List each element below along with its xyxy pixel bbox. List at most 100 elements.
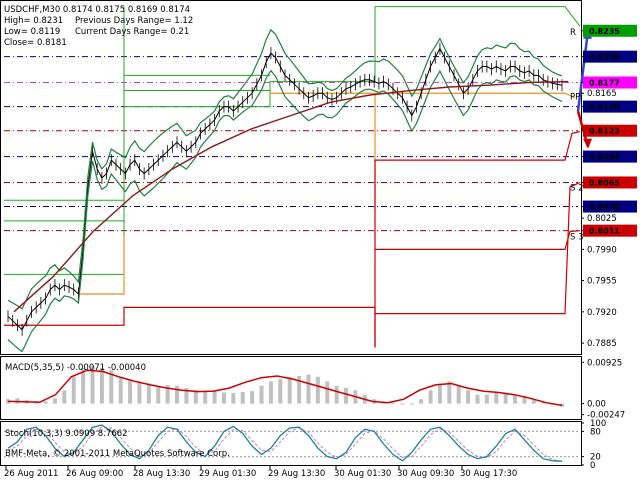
macd-bar (400, 403, 405, 405)
price-box (583, 150, 637, 163)
macd-bar (259, 385, 264, 404)
macd-bar (231, 392, 236, 404)
price-box-label: 0.8094 (589, 153, 620, 162)
main-panel-frame (0, 0, 582, 355)
pivot-step-line (270, 92, 576, 210)
macd-bar (287, 376, 292, 404)
stoch-tick-label: 20 (590, 453, 601, 463)
macd-bar (409, 403, 414, 405)
time-tick-label: 26 Aug 09:00 (66, 469, 123, 479)
header-symbol-line: USDCHF,M30 0.8174 0.8175 0.8169 0.8174 (4, 5, 190, 15)
resistance-step-line (123, 6, 581, 281)
macd-bar (81, 367, 86, 404)
macd-bar (325, 381, 330, 404)
time-tick-label: 30 Aug 09:30 (397, 469, 454, 479)
macd-bar (6, 399, 10, 404)
macd-bar (250, 391, 255, 404)
price-box (583, 100, 637, 113)
pivot-label-r: R (570, 28, 576, 38)
macd-bar (71, 376, 76, 404)
macd-bar (175, 385, 180, 404)
macd-bar (437, 383, 442, 404)
stoch-label: Stoch(10,3,3) 9.0909 8.7662 (5, 429, 128, 439)
macd-tick-label: -0.00247 (587, 411, 625, 421)
moving-average-line (13, 80, 569, 313)
macd-bar (475, 394, 480, 404)
macd-tick-label: 0.00 (587, 400, 606, 410)
macd-bar (62, 390, 67, 404)
price-box-label: 0.8065 (589, 178, 620, 187)
macd-bar (268, 381, 273, 404)
price-tick-label: 0.8165 (587, 89, 617, 99)
down-arrow-head (583, 138, 592, 149)
price-box (583, 76, 637, 89)
macd-bar (156, 385, 161, 404)
macd-bar (52, 398, 57, 404)
time-tick-label: 30 Aug 01:30 (334, 469, 391, 479)
macd-bar (494, 392, 499, 404)
header-curr-range: Current Days Range= 0.21 (75, 27, 189, 37)
macd-bar (90, 365, 95, 404)
macd-bar (43, 401, 48, 404)
macd-bar (344, 388, 349, 404)
price-box-label: 0.8123 (589, 127, 620, 136)
price-tick-label: 0.7885 (587, 339, 617, 349)
macd-bar (306, 374, 311, 404)
stoch-main-line (7, 424, 563, 462)
macd-bar (297, 375, 302, 404)
macd-signal-line (7, 369, 563, 407)
header-low: Low= 0.8119 (4, 27, 60, 37)
pivot-label-s3: S 3 (570, 233, 584, 243)
macd-bar (513, 394, 518, 404)
macd-bar (165, 384, 170, 404)
macd-bar (390, 402, 395, 404)
macd-bar (221, 392, 226, 404)
macd-bar (522, 395, 527, 404)
support-red-step-line (375, 230, 581, 250)
price-box (583, 124, 637, 137)
upper-band-line (7, 28, 563, 310)
macd-bar (456, 385, 461, 404)
support-red-step-line (375, 181, 581, 315)
price-box (583, 200, 637, 213)
macd-bar (278, 379, 283, 404)
macd-bar (447, 381, 452, 404)
macd-bar (128, 379, 133, 404)
macd-bar (484, 394, 489, 404)
macd-bar (203, 391, 208, 404)
price-tick-label: 0.7990 (587, 245, 617, 255)
macd-bar (240, 392, 245, 404)
stoch-tick-label: 100 (590, 419, 606, 429)
price-box (583, 224, 637, 237)
time-tick-label: 28 Aug 13:30 (133, 469, 190, 479)
price-box-label: 0.8011 (589, 227, 620, 236)
macd-bar (184, 388, 189, 404)
macd-bar (531, 399, 536, 404)
time-tick-label: 29 Aug 01:30 (199, 469, 256, 479)
price-box-label: 0.8038 (589, 203, 620, 212)
up-arrow (576, 30, 590, 112)
price-box (583, 24, 637, 37)
macd-bar (315, 376, 320, 404)
price-tick-label: 0.7955 (587, 277, 617, 287)
macd-bar (428, 390, 433, 404)
macd-bar (419, 399, 424, 404)
stoch-tick-label: 80 (590, 427, 601, 437)
time-axis: 26 Aug 2011 26 Aug 09:00 28 Aug 13:30 29 Au… (4, 466, 517, 479)
price-box (583, 176, 637, 189)
macd-label: MACD(5,35,5) -0.00071 -0.00040 (5, 363, 146, 373)
price-tick-label: 0.8025 (587, 214, 617, 224)
macd-layer: 0.00925 0.00-0.00247 (6, 358, 625, 421)
stoch-tick-label: 0 (590, 461, 595, 471)
macd-bar (99, 367, 104, 404)
macd-bar (109, 370, 114, 404)
macd-bar (466, 390, 471, 404)
price-box-label: 0.8206 (589, 53, 620, 62)
header-prev-range: Previous Days Range= 1.12 (75, 16, 193, 26)
price-tick-label: 0.7920 (587, 308, 617, 318)
time-tick-label: 26 Aug 2011 (4, 469, 58, 479)
lower-band-line (7, 69, 563, 353)
stoch-panel-frame (0, 421, 582, 466)
